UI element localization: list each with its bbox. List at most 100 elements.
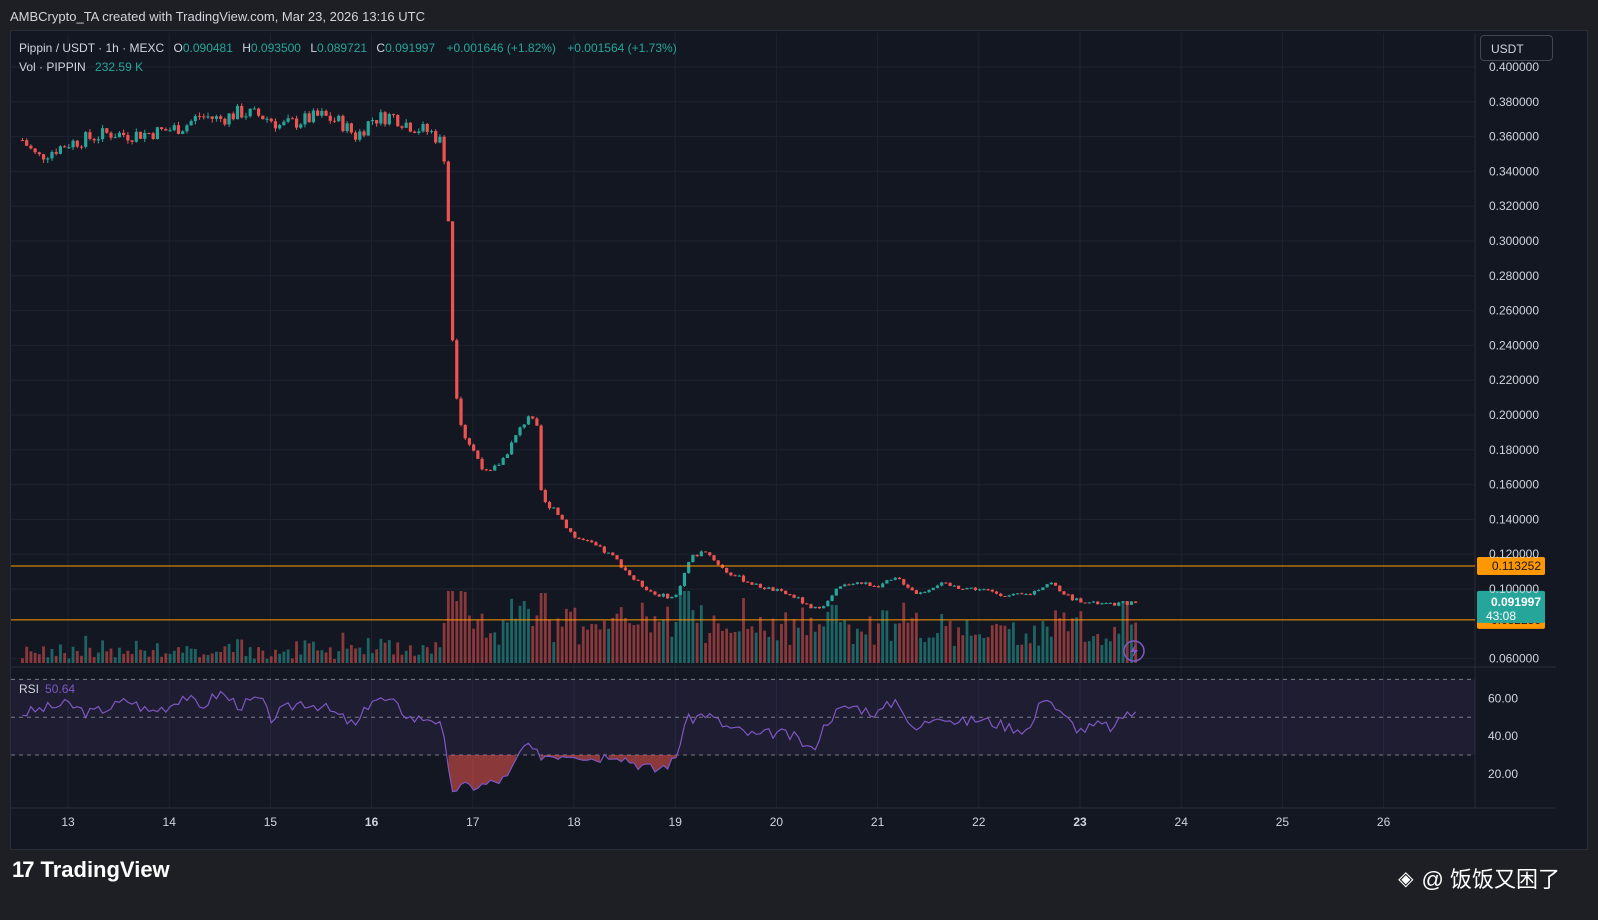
candle-body [1096,601,1100,605]
candle-body [919,592,923,594]
candle-body [1024,594,1028,596]
volume-bar [927,637,931,663]
volume-bar [556,618,560,663]
candle-body [931,587,935,591]
volume-bar [1016,644,1019,663]
last-price-label: 0.091997 [1491,595,1541,609]
volume-bar [737,631,741,663]
candle-body [25,140,29,146]
candle-body [733,575,737,577]
volume-bar [92,656,96,663]
lightning-icon [1123,640,1145,662]
candle-body [881,583,885,588]
candle-body [1053,582,1058,586]
volume-bar [1096,634,1100,663]
rsi-layer [11,678,1475,793]
x-tick-label: 25 [1276,815,1290,829]
volume-bar [898,623,901,663]
candle-body [813,606,817,609]
candle-body [914,590,918,594]
candle-body [303,113,307,125]
currency-button[interactable]: USDT [1480,35,1553,61]
candle-body [784,590,788,595]
volume-bar [240,639,244,663]
candle-body [164,129,168,131]
candle-body [46,158,50,160]
candle-body [320,110,324,116]
candle-body [105,128,109,133]
volume-bar [919,637,923,663]
volume-bar [602,620,606,663]
candle-body [805,603,809,605]
volume-bar [586,629,589,663]
symbol-label[interactable]: Pippin / USDT · 1h · MEXC [19,41,165,55]
volume-bar [139,649,142,663]
volume-bar [1011,622,1015,663]
volume-bar [691,610,695,663]
volume-bar [189,648,193,663]
candle-body [590,540,594,543]
candle-body [956,585,961,589]
candle-body [535,418,539,426]
candle-body [876,586,881,588]
candle-body [830,595,834,601]
candle-body [978,589,982,591]
volume-bar [822,626,826,663]
candle-body [556,507,560,515]
candle-body [522,424,526,428]
last-price-tag [1477,590,1545,623]
volume-bar [678,592,682,663]
volume-bar [1007,629,1011,663]
volume-bar [518,605,522,663]
volume-bar [46,657,50,663]
volume-bar [312,641,315,663]
volume-bar [227,643,231,663]
volume-bar [244,655,248,663]
rsi-legend[interactable]: RSI 50.64 [19,682,75,696]
volume-bar [974,634,977,663]
candle-body [657,594,661,597]
candle-body [391,114,396,116]
volume-bar [155,643,159,663]
volume-bar [1083,641,1087,663]
volume-bar [463,591,467,663]
candle-body [640,580,644,587]
volume-bar [261,650,265,663]
volume-bar [434,642,438,663]
axis-layer: 13 14 15 16 17 18 19 20 21 22 23 24 25 26 0.400000 0.38… [61,60,1539,829]
candle-body [54,152,58,154]
price-tick-label: 0.100000 [1489,582,1539,596]
rsi-label: RSI [19,682,40,696]
volume-bar [417,654,421,663]
candle-body [598,545,602,547]
volume-bar [1058,618,1062,663]
candle-body [235,105,240,120]
volume-bar [400,654,404,663]
tradingview-logo[interactable]: 17 TradingView [12,857,170,883]
volume-bar [215,651,218,663]
low-value: 0.089721 [317,41,368,55]
candle-body [33,148,37,153]
candle-body [940,582,944,586]
candle-body [796,597,800,599]
volume-bar [708,632,712,663]
candle-body [450,221,455,341]
volume-bar [59,644,62,663]
candle-body [396,115,400,127]
volume-bar [767,636,771,663]
candle-body [467,438,472,445]
candle-body [851,583,855,585]
candle-body [902,579,906,585]
volume-bar [316,650,320,663]
price-tick-label: 0.160000 [1489,478,1539,492]
volume-bar [472,628,476,663]
volume-bar [303,640,307,663]
candle-body [809,604,813,609]
candle-body [619,559,623,568]
volume-bar [510,598,513,663]
volume-bar [84,635,88,663]
volume-bar [109,648,113,663]
volume-label[interactable]: Vol · PIPPIN [19,60,86,74]
volume-bar [1087,641,1091,663]
